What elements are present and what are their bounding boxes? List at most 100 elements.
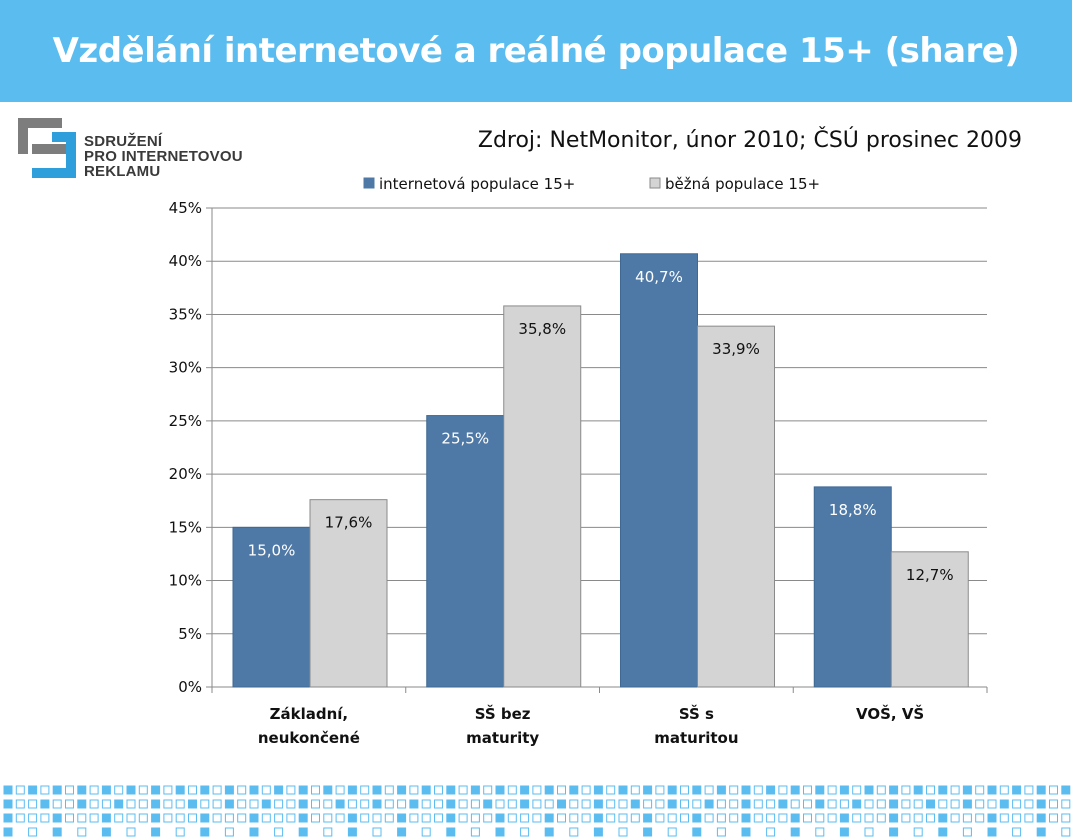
y-tick-label: 25%	[169, 412, 202, 430]
pattern-square	[606, 799, 616, 809]
pattern-square	[384, 799, 394, 809]
pattern-square	[507, 799, 517, 809]
x-tick-label: VOŠ, VŠ	[856, 704, 924, 723]
pattern-square	[999, 785, 1009, 795]
pattern-square	[1049, 813, 1058, 823]
pattern-square	[544, 785, 554, 795]
bar	[232, 526, 311, 688]
pattern-square	[101, 785, 111, 795]
pattern-square	[704, 785, 714, 795]
pattern-square	[323, 827, 333, 837]
pattern-square	[77, 827, 87, 837]
pattern-square	[938, 799, 948, 809]
pattern-square	[421, 799, 431, 809]
pattern-square	[803, 813, 812, 823]
pattern-square	[483, 785, 493, 795]
pattern-square	[434, 799, 443, 809]
pattern-square	[28, 799, 38, 809]
pattern-square	[114, 799, 124, 809]
pattern-square	[606, 785, 616, 795]
pattern-square	[311, 799, 320, 809]
pattern-square	[126, 813, 136, 823]
pattern-square	[1036, 813, 1046, 823]
pattern-square	[1024, 799, 1034, 809]
pattern-square	[557, 785, 566, 795]
pattern-square	[778, 799, 788, 809]
logo-gray-shape	[18, 118, 62, 144]
x-tick-label: maturity	[466, 729, 539, 747]
pattern-square	[1024, 785, 1034, 795]
pattern-square	[114, 813, 124, 823]
pattern-square	[52, 813, 62, 823]
pattern-square	[409, 799, 419, 809]
pattern-square	[532, 799, 542, 809]
pattern-square	[52, 827, 62, 837]
pattern-square	[630, 785, 640, 795]
pattern-square	[593, 785, 603, 795]
pattern-square	[3, 827, 13, 837]
pattern-square	[101, 813, 111, 823]
pattern-square	[655, 813, 665, 823]
pattern-square	[766, 785, 776, 795]
pattern-square	[790, 785, 800, 795]
x-tick-label: maturitou	[654, 729, 738, 747]
pattern-square	[421, 827, 431, 837]
pattern-square	[643, 827, 653, 837]
pattern-square	[618, 827, 628, 837]
pattern-square	[876, 785, 886, 795]
pattern-square	[692, 827, 702, 837]
pattern-square	[987, 799, 997, 809]
pattern-square	[901, 813, 911, 823]
pattern-square	[261, 813, 271, 823]
pattern-square	[298, 785, 308, 795]
pattern-square	[889, 827, 899, 837]
pattern-square	[483, 813, 493, 823]
pattern-square	[126, 785, 136, 795]
pattern-square	[630, 799, 640, 809]
pattern-square	[384, 813, 394, 823]
pattern-square	[409, 785, 419, 795]
pattern-square	[987, 813, 997, 823]
pattern-square	[335, 813, 345, 823]
pattern-square	[397, 813, 407, 823]
pattern-square	[458, 799, 468, 809]
pattern-square	[803, 799, 812, 809]
data-label: 40,7%	[635, 268, 683, 286]
pattern-square	[495, 813, 505, 823]
pattern-square	[507, 813, 517, 823]
pattern-square	[347, 799, 357, 809]
pattern-square	[704, 813, 714, 823]
pattern-square	[1036, 785, 1046, 795]
pattern-square	[274, 785, 284, 795]
pattern-square	[28, 813, 38, 823]
pattern-square	[680, 785, 689, 795]
pattern-square	[680, 799, 689, 809]
x-tick-label: SŠ s	[679, 704, 714, 723]
source-note: Zdroj: NetMonitor, únor 2010; ČSÚ prosin…	[477, 128, 1022, 153]
pattern-square	[323, 785, 333, 795]
pattern-square	[1061, 813, 1071, 823]
pattern-square	[692, 813, 702, 823]
legend-swatch	[649, 177, 661, 189]
pattern-square	[729, 813, 739, 823]
pattern-square	[692, 799, 702, 809]
pattern-square	[926, 813, 935, 823]
pattern-square	[65, 813, 74, 823]
pattern-square	[999, 799, 1009, 809]
pattern-square	[520, 785, 530, 795]
pattern-square	[1061, 799, 1071, 809]
pattern-square	[864, 827, 874, 837]
data-label: 35,8%	[518, 320, 566, 338]
pattern-square	[175, 799, 185, 809]
logo-text: SDRUŽENÍ PRO INTERNETOVOU REKLAMU	[84, 134, 243, 179]
pattern-square	[520, 827, 530, 837]
pattern-square	[913, 827, 923, 837]
pattern-square	[926, 785, 935, 795]
pattern-square	[643, 785, 653, 795]
pattern-square	[151, 813, 161, 823]
pattern-square	[200, 799, 210, 809]
pattern-square	[249, 785, 259, 795]
pattern-square	[65, 785, 74, 795]
pattern-square	[729, 785, 739, 795]
pattern-square	[766, 813, 776, 823]
